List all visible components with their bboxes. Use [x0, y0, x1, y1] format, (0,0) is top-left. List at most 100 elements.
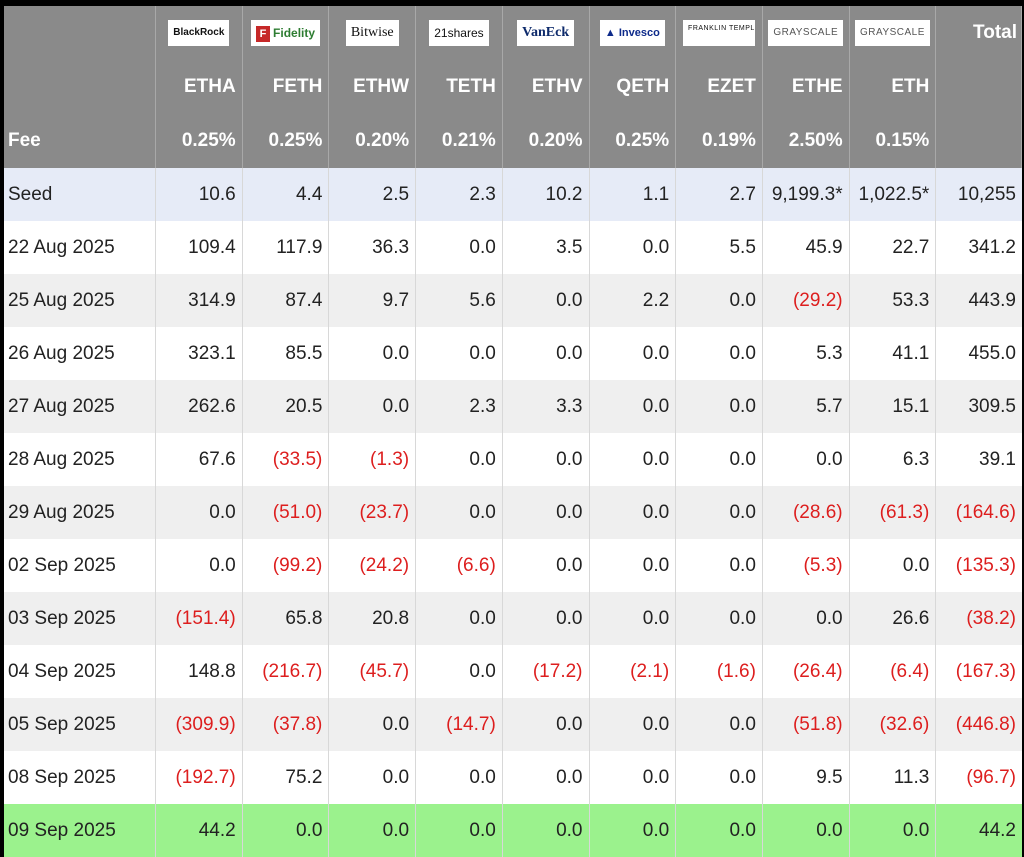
flow-cell: 117.9 [242, 221, 330, 274]
total-cell: 455.0 [936, 327, 1022, 380]
flow-cell: 0.0 [416, 751, 503, 804]
ticker-row: ETHA FETH ETHW TETH ETHV QETH EZET ETHE … [4, 60, 1022, 114]
21shares-logo: 21shares [429, 20, 489, 46]
total-cell: 10,255 [936, 168, 1022, 221]
flow-cell: (1.6) [676, 645, 763, 698]
flow-cell: 0.0 [589, 221, 677, 274]
flow-cell: (6.4) [849, 645, 937, 698]
flow-cell: 20.5 [242, 380, 330, 433]
flow-cell: 0.0 [676, 804, 763, 857]
flow-cell: 44.2 [155, 804, 243, 857]
flow-cell: 2.3 [416, 168, 503, 221]
flow-cell: 0.0 [329, 327, 417, 380]
flow-cell: 0.0 [676, 327, 763, 380]
flow-rows: Seed 10.6 4.4 2.5 2.3 10.2 1.1 2.7 9,199.3* 1,022… [4, 168, 1022, 857]
flow-cell: 0.0 [416, 221, 503, 274]
flow-cell: (14.7) [416, 698, 503, 751]
flow-cell: 5.7 [762, 380, 850, 433]
flow-cell: 0.0 [589, 327, 677, 380]
ticker-total-cell [936, 60, 1022, 114]
flow-cell: (61.3) [849, 486, 937, 539]
flow-cell: 0.0 [589, 698, 677, 751]
flow-cell: 9.5 [762, 751, 850, 804]
total-cell: (164.6) [936, 486, 1022, 539]
total-cell: (167.3) [936, 645, 1022, 698]
fee-cell: 0.21% [416, 114, 503, 168]
row-date-label: 25 Aug 2025 [4, 274, 156, 327]
fee-row: Fee 0.25% 0.25% 0.20% 0.21% 0.20% 0.25% … [4, 114, 1022, 168]
flow-cell: 10.2 [502, 168, 590, 221]
flow-cell: (309.9) [155, 698, 243, 751]
flow-cell: 3.3 [502, 380, 590, 433]
row-date-label: 04 Sep 2025 [4, 645, 156, 698]
flow-cell: 0.0 [589, 592, 677, 645]
flow-cell: (1.3) [329, 433, 417, 486]
total-cell: 443.9 [936, 274, 1022, 327]
flow-cell: 0.0 [502, 274, 590, 327]
franklin-templeton-logo: FRANKLIN TEMPLETON [683, 20, 756, 46]
flow-cell: 0.0 [589, 486, 677, 539]
ticker-cell: ETHE [762, 60, 850, 114]
row-date-label: 05 Sep 2025 [4, 698, 156, 751]
issuer-cell: GRAYSCALE [762, 6, 850, 60]
flow-cell: (6.6) [416, 539, 503, 592]
flow-cell: (28.6) [762, 486, 850, 539]
flow-cell: 75.2 [242, 751, 330, 804]
bitwise-logo: Bitwise [345, 20, 399, 46]
flow-cell: 6.3 [849, 433, 937, 486]
flow-cell: 1,022.5* [849, 168, 937, 221]
flow-cell: 67.6 [155, 433, 243, 486]
ticker-cell: FETH [242, 60, 330, 114]
total-cell: 44.2 [936, 804, 1022, 857]
table-row: 22 Aug 2025 109.4 117.9 36.3 0.0 3.5 0.0 5.5 45.… [4, 221, 1022, 274]
table-row: 04 Sep 2025 148.8 (216.7) (45.7) 0.0 (17.2) (2… [4, 645, 1022, 698]
table-row: 29 Aug 2025 0.0 (51.0) (23.7) 0.0 0.0 0.0 0.0 (2… [4, 486, 1022, 539]
fee-cell: 0.25% [589, 114, 677, 168]
fidelity-logo: F Fidelity [251, 20, 321, 46]
flow-cell: (45.7) [329, 645, 417, 698]
flow-cell: 0.0 [416, 592, 503, 645]
flow-cell: 0.0 [589, 539, 677, 592]
issuer-cell: FRANKLIN TEMPLETON [676, 6, 763, 60]
table-row: 03 Sep 2025 (151.4) 65.8 20.8 0.0 0.0 0.0 0.0 0.… [4, 592, 1022, 645]
flow-cell: 5.3 [762, 327, 850, 380]
flow-cell: (17.2) [502, 645, 590, 698]
flow-cell: 0.0 [849, 804, 937, 857]
flow-cell: 3.5 [502, 221, 590, 274]
total-header: Total [936, 6, 1022, 60]
flow-cell: 0.0 [502, 327, 590, 380]
flow-cell: 0.0 [502, 698, 590, 751]
flow-cell: 0.0 [155, 486, 243, 539]
flow-cell: 85.5 [242, 327, 330, 380]
flow-cell: 0.0 [502, 486, 590, 539]
ticker-cell: TETH [416, 60, 503, 114]
flow-cell: 0.0 [416, 645, 503, 698]
flow-cell: 0.0 [762, 804, 850, 857]
flow-cell: (151.4) [155, 592, 243, 645]
total-cell: (135.3) [936, 539, 1022, 592]
flow-cell: 0.0 [242, 804, 330, 857]
issuer-logo-row: BlackRock F Fidelity Bitwise 21shares Van… [4, 6, 1022, 60]
fee-cell: 0.20% [502, 114, 590, 168]
flow-cell: 0.0 [416, 433, 503, 486]
flow-cell: 15.1 [849, 380, 937, 433]
flow-cell: 0.0 [329, 698, 417, 751]
flow-cell: 0.0 [762, 592, 850, 645]
flow-cell: 0.0 [502, 539, 590, 592]
flow-cell: 0.0 [589, 380, 677, 433]
flow-cell: 0.0 [676, 380, 763, 433]
row-date-label: 09 Sep 2025 [4, 804, 156, 857]
total-cell: 39.1 [936, 433, 1022, 486]
flow-cell: 0.0 [502, 433, 590, 486]
flow-cell: 0.0 [502, 592, 590, 645]
fee-cell: 0.25% [155, 114, 243, 168]
flow-cell: (26.4) [762, 645, 850, 698]
flow-cell: 0.0 [416, 804, 503, 857]
fee-cell: 0.15% [849, 114, 937, 168]
ticker-cell: ETHW [329, 60, 417, 114]
flow-cell: 0.0 [676, 698, 763, 751]
invesco-logo: ▲ Invesco [599, 20, 665, 46]
flow-cell: 0.0 [416, 486, 503, 539]
fee-cell: 0.19% [676, 114, 763, 168]
